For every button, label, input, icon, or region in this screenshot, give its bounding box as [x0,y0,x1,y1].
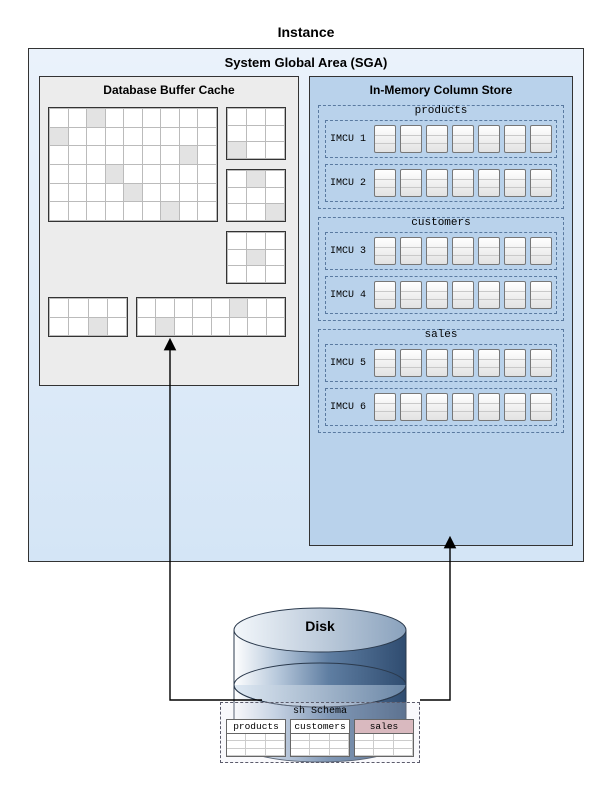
sga-container: System Global Area (SGA) Database Buffer… [28,48,584,562]
in-memory-column-store: In-Memory Column Store products IMCU 1 IMC… [309,76,573,546]
sh-schema: sh Schema products customers sales [220,702,420,763]
imcs-table-name: customers [411,217,470,229]
column-block [426,125,448,153]
column-block [374,125,396,153]
dbc-title: Database Buffer Cache [40,77,298,103]
imcu-columns [374,393,552,421]
imcs-table-name: products [415,105,468,117]
imcu-row: IMCU 2 [325,164,557,202]
mini-table-header: sales [355,720,413,734]
column-block [452,125,474,153]
imcu-label: IMCU 3 [330,246,368,257]
column-block [374,237,396,265]
column-block [478,125,500,153]
imcu-label: IMCU 4 [330,290,368,301]
mini-table: sales [354,719,414,757]
imcu-columns [374,349,552,377]
column-block [478,169,500,197]
column-block [426,349,448,377]
mini-table: products [226,719,286,757]
column-block [374,349,396,377]
column-block [504,169,526,197]
column-block [530,281,552,309]
dbc-canvas [48,107,290,377]
column-block [478,349,500,377]
column-block [478,281,500,309]
column-block [452,169,474,197]
imcu-label: IMCU 1 [330,134,368,145]
buffer-block [226,169,286,222]
column-block [452,237,474,265]
buffer-block [226,107,286,160]
imcs-table-group: sales IMCU 5 IMCU 6 [318,329,564,433]
column-block [504,237,526,265]
imcu-columns [374,237,552,265]
column-block [504,393,526,421]
column-block [452,393,474,421]
imcu-label: IMCU 5 [330,358,368,369]
column-block [504,349,526,377]
column-block [400,349,422,377]
database-buffer-cache: Database Buffer Cache [39,76,299,386]
column-block [400,125,422,153]
column-block [504,281,526,309]
imcs-table-group: customers IMCU 3 IMCU 4 [318,217,564,321]
buffer-block [136,297,286,337]
column-block [400,281,422,309]
imcs-table-group: products IMCU 1 IMCU 2 [318,105,564,209]
column-block [478,393,500,421]
column-block [530,237,552,265]
imcu-label: IMCU 2 [330,178,368,189]
imcu-row: IMCU 3 [325,232,557,270]
column-block [400,237,422,265]
imcu-row: IMCU 1 [325,120,557,158]
column-block [452,281,474,309]
column-block [452,349,474,377]
column-block [374,281,396,309]
column-block [426,169,448,197]
column-block [426,281,448,309]
imcu-row: IMCU 4 [325,276,557,314]
imcu-columns [374,125,552,153]
sga-title: System Global Area (SGA) [29,49,583,76]
sh-schema-tables: products customers sales [226,719,414,757]
imcu-label: IMCU 6 [330,402,368,413]
buffer-block [48,107,218,222]
imcs-body: products IMCU 1 IMCU 2 customers IMCU 3 IMCU … [310,101,572,545]
column-block [478,237,500,265]
column-block [530,169,552,197]
column-block [426,237,448,265]
buffer-block [48,297,128,337]
mini-table-header: products [227,720,285,734]
column-block [426,393,448,421]
imcu-columns [374,169,552,197]
column-block [530,125,552,153]
column-block [530,349,552,377]
mini-table: customers [290,719,350,757]
disk: Disk sh Schema products customers sales [220,590,420,770]
sga-inner: Database Buffer Cache In-Memory Column S… [29,76,583,558]
instance-container: Instance System Global Area (SGA) Databa… [18,18,594,570]
imcs-table-name: sales [424,329,457,341]
sh-schema-title: sh Schema [226,706,414,717]
mini-table-header: customers [291,720,349,734]
imcu-row: IMCU 6 [325,388,557,426]
disk-title: Disk [220,618,420,634]
imcs-title: In-Memory Column Store [310,77,572,101]
imcu-columns [374,281,552,309]
column-block [400,393,422,421]
instance-title: Instance [18,18,594,44]
column-block [374,393,396,421]
column-block [374,169,396,197]
buffer-block [226,231,286,284]
column-block [530,393,552,421]
column-block [400,169,422,197]
column-block [504,125,526,153]
imcu-row: IMCU 5 [325,344,557,382]
